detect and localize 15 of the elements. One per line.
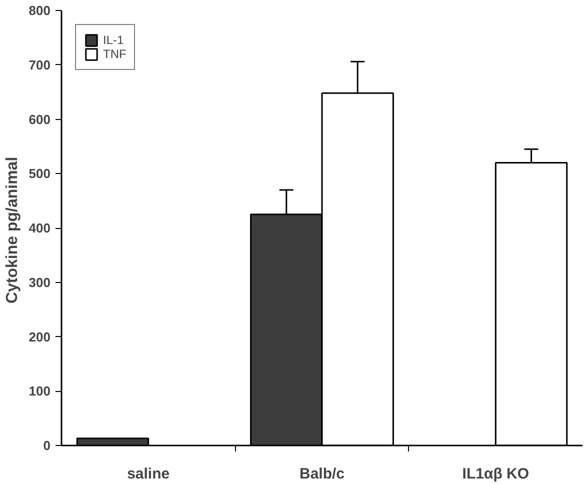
y-tick-label: 500	[28, 166, 51, 182]
y-tick-label: 400	[28, 220, 51, 236]
y-tick-label: 100	[28, 384, 51, 399]
y-tick-label: 0	[43, 438, 51, 453]
legend-label: IL-1	[103, 33, 124, 47]
y-tick-label: 200	[28, 329, 51, 344]
y-axis-title: Cytokine pg/animal	[4, 156, 21, 304]
y-tick-label: 700	[28, 57, 51, 72]
x-tick-label: IL1αβ KO	[462, 466, 530, 482]
legend-label: TNF	[103, 47, 126, 61]
x-tick-label: Balb/c	[299, 466, 345, 482]
y-tick-label: 300	[28, 274, 51, 290]
y-tick-label: 600	[28, 112, 51, 127]
y-tick-label: 800	[28, 3, 51, 18]
x-tick-label: saline	[127, 466, 170, 482]
